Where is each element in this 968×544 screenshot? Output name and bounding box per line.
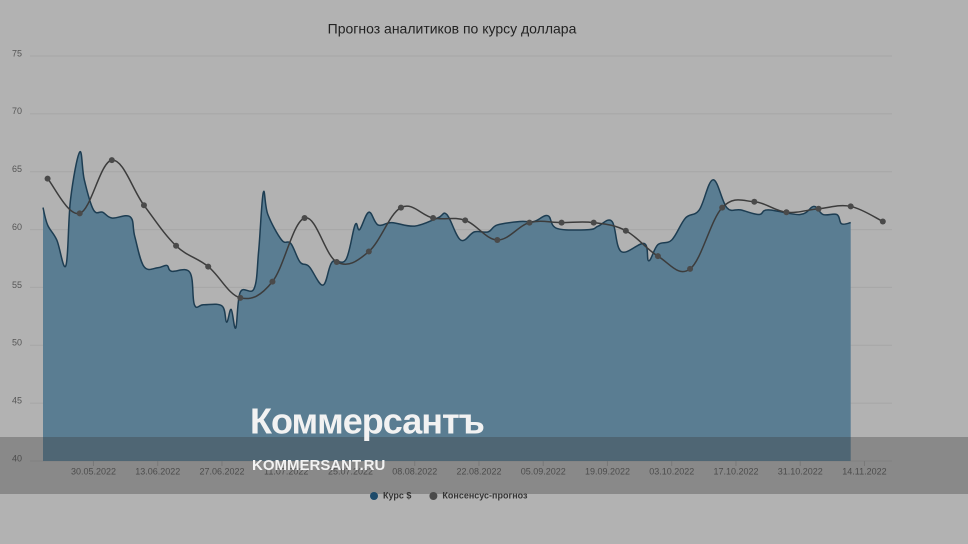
y-tick-label: 70	[12, 106, 22, 116]
y-tick-label: 45	[12, 396, 22, 406]
point	[397, 204, 404, 211]
point	[590, 219, 597, 226]
point	[687, 265, 694, 272]
point	[140, 202, 147, 209]
y-tick-label: 55	[12, 280, 22, 290]
point	[76, 210, 83, 217]
x-tick-label: 31.10.2022	[778, 466, 823, 476]
point	[815, 205, 822, 212]
point	[44, 175, 51, 182]
point	[269, 278, 276, 285]
point	[751, 198, 758, 205]
watermark-url: KOMMERSANT.RU	[252, 457, 385, 474]
chart-title: Прогноз аналитиков по курсу доллара	[328, 21, 577, 37]
x-tick-label: 13.06.2022	[135, 466, 180, 476]
point	[494, 236, 501, 243]
area	[43, 151, 851, 461]
x-tick-label: 19.09.2022	[585, 466, 630, 476]
point	[108, 157, 115, 164]
y-tick-label: 60	[12, 222, 22, 232]
y-tick-label: 75	[12, 48, 22, 58]
point	[622, 227, 629, 234]
point	[719, 204, 726, 211]
x-tick-label: 30.05.2022	[71, 466, 116, 476]
point	[879, 218, 886, 225]
point	[526, 219, 533, 226]
point	[333, 258, 340, 265]
x-tick-label: 11.07.2022	[264, 466, 308, 476]
point	[301, 215, 308, 221]
y-tick-label: 50	[12, 338, 22, 348]
point	[205, 263, 212, 270]
x-tick-label: 17.10.2022	[713, 466, 758, 476]
legend-marker	[429, 492, 438, 500]
y-tick-label: 65	[12, 164, 22, 174]
point	[462, 217, 469, 224]
legend-label: Курс $	[383, 490, 411, 500]
point	[237, 294, 244, 301]
point	[654, 253, 661, 260]
x-tick-label: 05.09.2022	[521, 466, 566, 476]
x-tick-label: 08.08.2022	[392, 466, 437, 476]
legend-marker	[370, 492, 378, 500]
x-tick-label: 03.10.2022	[649, 466, 694, 476]
watermark-brand: Коммерсантъ	[250, 401, 484, 442]
point	[847, 203, 854, 210]
x-tick-label: 25.07.2022	[328, 466, 373, 476]
point	[430, 215, 437, 221]
x-tick-label: 14.11.2022	[842, 466, 886, 476]
x-tick-label: 22.08.2022	[456, 466, 501, 476]
area-line	[42, 151, 851, 329]
legend-label: Консенсус-прогноз	[442, 490, 528, 500]
x-tick-label: 27.06.2022	[199, 466, 244, 476]
y-tick-label: 40	[12, 453, 22, 463]
point	[365, 248, 372, 255]
point	[173, 242, 180, 249]
point	[783, 209, 790, 216]
point	[558, 219, 565, 226]
watermark-band	[0, 437, 968, 494]
